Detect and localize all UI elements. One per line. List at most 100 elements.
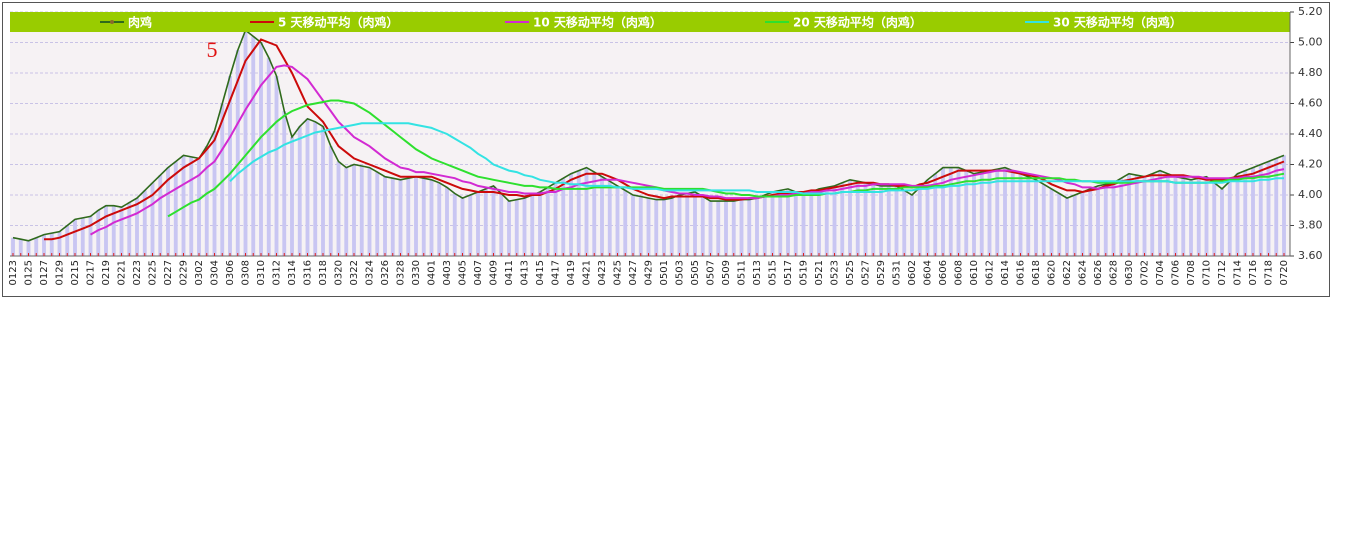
y-tick-label: 3.60 <box>1298 249 1323 262</box>
x-tick-label: 0704 <box>1155 260 1166 285</box>
y-tick-label: 4.40 <box>1298 127 1323 140</box>
y-tick-label: 3.80 <box>1298 219 1323 232</box>
x-tick-label: 0322 <box>349 260 360 285</box>
bar <box>824 187 829 256</box>
legend-label: 20 天移动平均（肉鸡） <box>793 15 922 30</box>
bar <box>747 199 752 256</box>
legend-label: 5 天移动平均（肉鸡） <box>278 15 399 30</box>
x-tick-label: 0517 <box>783 260 794 285</box>
bar <box>274 76 279 256</box>
bar <box>483 188 488 256</box>
bar <box>1134 175 1139 256</box>
bar <box>57 231 62 256</box>
bar <box>158 175 163 256</box>
bar <box>1150 173 1155 256</box>
x-tick-label: 0519 <box>799 260 810 285</box>
x-tick-label: 0229 <box>179 260 190 285</box>
y-tick-label: 4.60 <box>1298 97 1323 110</box>
x-tick-label: 0712 <box>1217 260 1228 285</box>
bar <box>770 191 775 256</box>
x-tick-label: 0630 <box>1124 260 1135 285</box>
bar <box>576 170 581 256</box>
bar <box>832 185 837 256</box>
bar <box>1196 178 1201 256</box>
bar <box>979 172 984 256</box>
legend-label: 10 天移动平均（肉鸡） <box>533 15 662 30</box>
bar <box>135 198 139 256</box>
x-tick-label: 0405 <box>458 260 469 285</box>
x-tick-label: 0411 <box>504 260 515 285</box>
bar <box>964 170 969 256</box>
x-tick-label: 0525 <box>845 260 856 285</box>
bar <box>561 178 566 256</box>
x-tick-label: 0716 <box>1248 260 1259 285</box>
x-tick-label: 0423 <box>597 260 608 285</box>
bar <box>367 167 372 256</box>
x-tick-label: 0417 <box>551 260 562 285</box>
bar <box>173 161 178 256</box>
x-tick-label: 0720 <box>1279 260 1290 285</box>
bar <box>1266 161 1271 256</box>
bar <box>1181 178 1186 256</box>
x-tick-label: 0320 <box>334 260 345 285</box>
bar <box>429 179 434 256</box>
bar <box>724 201 728 256</box>
bar <box>150 182 155 256</box>
bar <box>514 199 519 256</box>
x-tick-label: 0407 <box>473 260 484 285</box>
bar <box>863 182 868 256</box>
bar <box>321 126 325 256</box>
x-tick-label: 0710 <box>1202 260 1213 285</box>
bar <box>623 190 628 256</box>
x-tick-label: 0403 <box>442 260 453 285</box>
x-tick-label: 0626 <box>1093 260 1104 285</box>
bar <box>739 199 744 256</box>
x-tick-label: 0531 <box>892 260 903 285</box>
x-tick-label: 0306 <box>225 260 236 285</box>
bar <box>925 179 930 256</box>
bar <box>786 188 790 256</box>
x-tick-label: 0427 <box>628 260 639 285</box>
bar <box>166 167 170 256</box>
x-tick-label: 0413 <box>520 260 531 285</box>
x-tick-label: 0304 <box>210 260 221 285</box>
bar <box>181 155 186 256</box>
x-tick-label: 0225 <box>148 260 159 285</box>
bar <box>894 185 899 256</box>
bar <box>104 205 108 256</box>
bar <box>375 172 380 256</box>
x-tick-label: 0421 <box>582 260 593 285</box>
bar <box>507 201 511 256</box>
bar <box>445 187 449 256</box>
bar <box>646 198 651 256</box>
x-tick-label: 0620 <box>1047 260 1058 285</box>
x-tick-label: 0608 <box>954 260 965 285</box>
y-tick-label: 4.20 <box>1298 158 1323 171</box>
bar <box>96 210 101 256</box>
bar <box>359 166 364 256</box>
bar <box>73 219 77 256</box>
x-tick-label: 0129 <box>55 260 66 285</box>
bar <box>1072 195 1077 256</box>
x-tick-label: 0425 <box>613 260 624 285</box>
x-tick-label: 0316 <box>303 260 314 285</box>
annotation: 5 <box>207 37 218 62</box>
bar <box>1258 164 1263 256</box>
bar <box>762 195 767 256</box>
x-tick-label: 0429 <box>644 260 655 285</box>
bar <box>1041 184 1046 256</box>
x-tick-label: 0127 <box>39 260 50 285</box>
bar <box>1034 179 1038 256</box>
bar <box>297 126 302 256</box>
bar <box>879 185 883 256</box>
x-tick-label: 0328 <box>396 260 407 285</box>
bar <box>995 169 1000 256</box>
bar <box>1189 179 1193 256</box>
bar <box>1158 170 1162 256</box>
x-tick-label: 0624 <box>1078 260 1089 285</box>
bar <box>1026 176 1031 256</box>
x-tick-label: 0529 <box>876 260 887 285</box>
bar <box>119 207 124 256</box>
bar <box>693 191 697 256</box>
